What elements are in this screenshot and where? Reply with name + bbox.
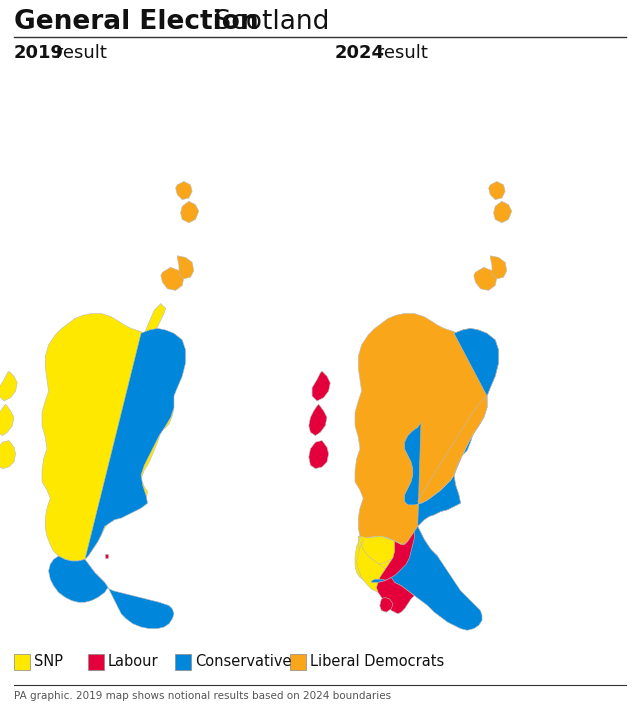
Text: Scotland: Scotland xyxy=(206,9,330,35)
Polygon shape xyxy=(356,536,398,594)
Polygon shape xyxy=(418,396,487,503)
Text: General Election: General Election xyxy=(14,9,259,35)
Polygon shape xyxy=(180,202,199,223)
Polygon shape xyxy=(42,304,174,561)
Polygon shape xyxy=(358,536,408,564)
Polygon shape xyxy=(490,256,507,279)
Text: Liberal Democrats: Liberal Democrats xyxy=(310,654,444,669)
Polygon shape xyxy=(371,526,482,631)
Polygon shape xyxy=(489,182,505,199)
Polygon shape xyxy=(161,267,184,290)
Text: result: result xyxy=(50,44,107,62)
Polygon shape xyxy=(493,202,512,223)
Polygon shape xyxy=(404,328,499,526)
Bar xyxy=(175,654,191,670)
Text: 2024: 2024 xyxy=(335,44,385,62)
Polygon shape xyxy=(309,404,327,435)
Text: Labour: Labour xyxy=(108,654,159,669)
Bar xyxy=(88,654,104,670)
Text: SNP: SNP xyxy=(34,654,63,669)
Polygon shape xyxy=(0,440,15,468)
Text: Conservative: Conservative xyxy=(195,654,291,669)
Polygon shape xyxy=(72,328,186,628)
Polygon shape xyxy=(0,404,14,435)
Polygon shape xyxy=(360,536,401,563)
Polygon shape xyxy=(105,554,108,558)
Polygon shape xyxy=(177,256,194,279)
Polygon shape xyxy=(309,440,328,468)
Bar xyxy=(14,654,30,670)
Polygon shape xyxy=(175,182,192,199)
Polygon shape xyxy=(355,313,499,545)
Polygon shape xyxy=(376,578,415,613)
Polygon shape xyxy=(355,531,415,583)
Bar xyxy=(290,654,306,670)
Text: 2019: 2019 xyxy=(14,44,64,62)
Polygon shape xyxy=(49,556,108,602)
Text: result: result xyxy=(371,44,428,62)
Polygon shape xyxy=(0,371,17,401)
Polygon shape xyxy=(378,526,438,609)
Polygon shape xyxy=(474,267,497,290)
Text: PA graphic. 2019 map shows notional results based on 2024 boundaries: PA graphic. 2019 map shows notional resu… xyxy=(14,691,391,701)
Polygon shape xyxy=(312,371,330,401)
Polygon shape xyxy=(380,597,393,612)
